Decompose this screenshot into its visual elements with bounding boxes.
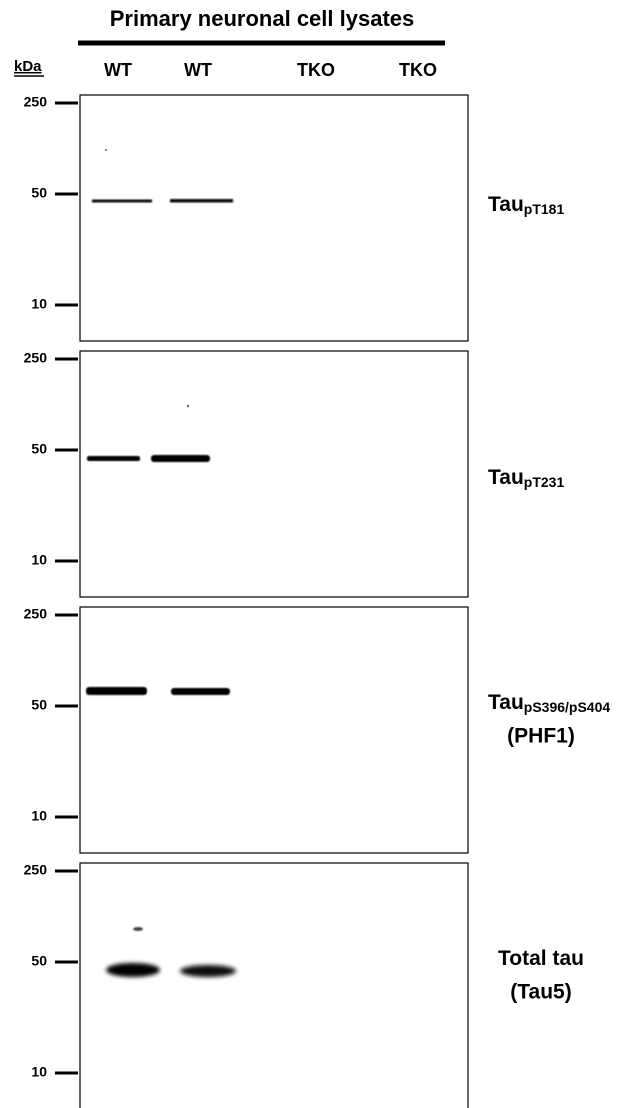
header-title: Primary neuronal cell lysates <box>110 6 415 31</box>
marker-label: 50 <box>31 953 47 969</box>
speck <box>105 149 107 151</box>
kda-label: kDa <box>14 58 42 75</box>
marker-label: 50 <box>31 185 47 201</box>
antibody-label-line2: (Tau5) <box>510 981 571 1004</box>
antibody-name: Tau <box>488 691 524 714</box>
antibody-subscript: pS396/pS404 <box>524 699 611 715</box>
lane-label: WT <box>184 60 212 80</box>
antibody-label-line2: (PHF1) <box>507 725 575 748</box>
marker-label: 50 <box>31 697 47 713</box>
antibody-label: Total tau <box>498 947 584 970</box>
blot-frame <box>80 95 468 341</box>
lane-label: TKO <box>399 60 437 80</box>
lane-label: WT <box>104 60 132 80</box>
band <box>151 455 210 462</box>
marker-label: 10 <box>31 552 47 568</box>
antibody-name: Total tau <box>498 947 584 970</box>
marker-label: 10 <box>31 296 47 312</box>
blot-frame <box>80 351 468 597</box>
speck <box>187 405 189 407</box>
blot-frame <box>80 607 468 853</box>
speck <box>133 927 143 931</box>
antibody-label: TaupS396/pS404 <box>488 691 610 715</box>
page: Primary neuronal cell lysates kDa WT WT TK… <box>0 0 640 1108</box>
band <box>170 199 233 203</box>
marker-label: 10 <box>31 1064 47 1080</box>
antibody-name: Tau <box>488 466 524 489</box>
marker-label: 250 <box>24 606 48 622</box>
antibody-subscript: pT181 <box>524 201 565 217</box>
antibody-subscript: pT231 <box>524 474 565 490</box>
band <box>106 963 160 977</box>
band <box>171 688 230 695</box>
marker-label: 250 <box>24 350 48 366</box>
marker-label: 10 <box>31 808 47 824</box>
figure: Primary neuronal cell lysates kDa WT WT TK… <box>0 0 640 1108</box>
blot-frame <box>80 863 468 1108</box>
band <box>86 687 147 695</box>
marker-label: 50 <box>31 441 47 457</box>
band <box>92 200 152 203</box>
antibody-label: TaupT231 <box>488 466 564 490</box>
marker-label: 250 <box>24 862 48 878</box>
antibody-label: TaupT181 <box>488 193 564 217</box>
band <box>87 456 140 461</box>
marker-label: 250 <box>24 94 48 110</box>
band <box>180 965 236 977</box>
antibody-name: Tau <box>488 193 524 216</box>
lane-label: TKO <box>297 60 335 80</box>
